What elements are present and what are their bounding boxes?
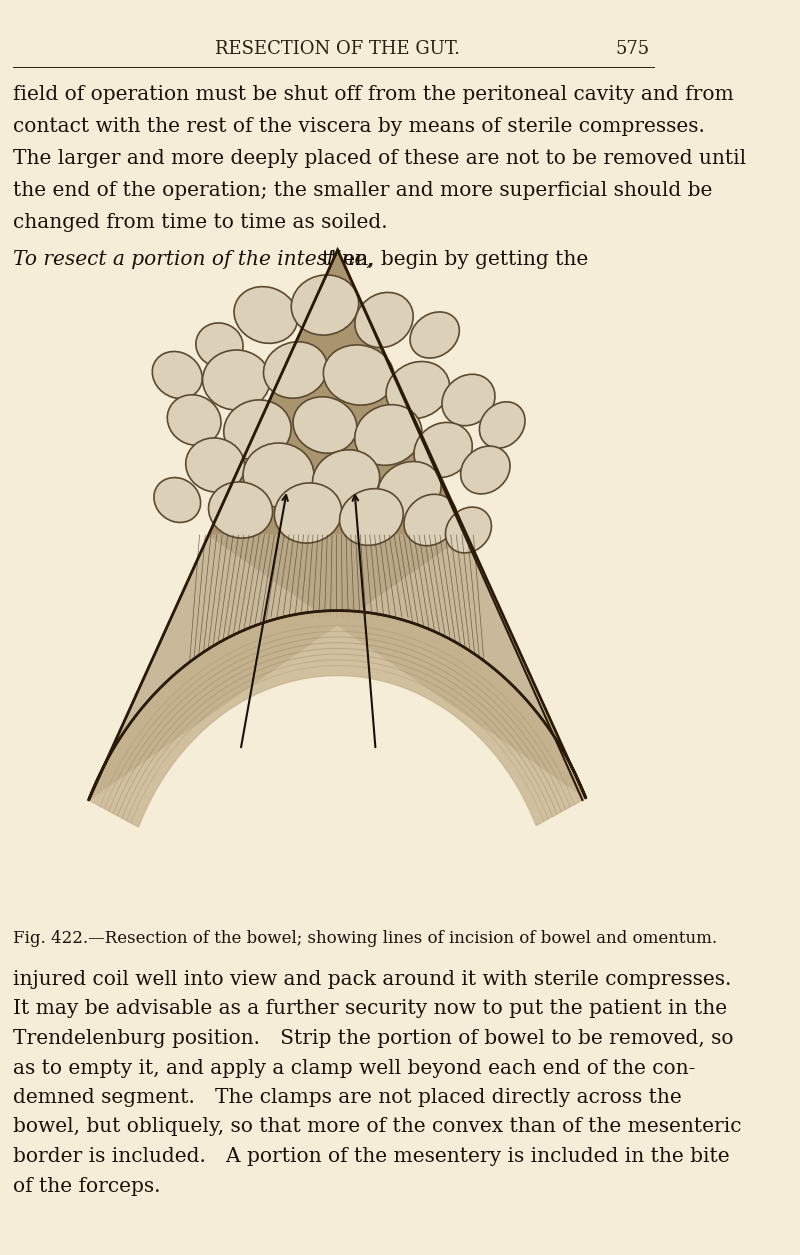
Text: contact with the rest of the viscera by means of sterile compresses.: contact with the rest of the viscera by … — [13, 117, 705, 136]
Ellipse shape — [154, 478, 201, 522]
Ellipse shape — [479, 402, 525, 448]
Text: 575: 575 — [616, 40, 650, 58]
Text: RESECTION OF THE GUT.: RESECTION OF THE GUT. — [215, 40, 460, 58]
Text: injured coil well into view and pack around it with sterile compresses.: injured coil well into view and pack aro… — [13, 970, 731, 989]
Text: of the forceps.: of the forceps. — [13, 1176, 160, 1196]
Ellipse shape — [355, 292, 413, 348]
Polygon shape — [209, 250, 465, 535]
Ellipse shape — [209, 482, 273, 538]
Ellipse shape — [243, 443, 314, 507]
Text: Fig. 422.—Resection of the bowel; showing lines of incision of bowel and omentum: Fig. 422.—Resection of the bowel; showin… — [13, 930, 717, 948]
Ellipse shape — [167, 395, 221, 446]
Ellipse shape — [461, 446, 510, 494]
Ellipse shape — [293, 397, 357, 453]
Ellipse shape — [152, 351, 202, 399]
Text: field of operation must be shut off from the peritoneal cavity and from: field of operation must be shut off from… — [13, 85, 734, 104]
Text: demned segment. The clamps are not placed directly across the: demned segment. The clamps are not place… — [13, 1088, 682, 1107]
Ellipse shape — [442, 374, 495, 425]
Text: then, begin by getting the: then, begin by getting the — [318, 250, 589, 269]
Text: Trendelenburg position. Strip the portion of bowel to be removed, so: Trendelenburg position. Strip the portio… — [13, 1029, 733, 1048]
Text: It may be advisable as a further security now to put the patient in the: It may be advisable as a further securit… — [13, 999, 726, 1019]
Ellipse shape — [202, 350, 270, 410]
Polygon shape — [89, 611, 586, 827]
Ellipse shape — [386, 361, 450, 418]
Ellipse shape — [274, 483, 342, 543]
Ellipse shape — [446, 507, 491, 553]
Polygon shape — [89, 535, 586, 799]
Text: To resect a portion of the intestine,: To resect a portion of the intestine, — [13, 250, 373, 269]
Ellipse shape — [354, 404, 422, 466]
Text: as to empty it, and apply a clamp well beyond each end of the con-: as to empty it, and apply a clamp well b… — [13, 1058, 695, 1078]
Ellipse shape — [224, 400, 291, 461]
Ellipse shape — [263, 341, 327, 398]
Ellipse shape — [234, 286, 298, 344]
Ellipse shape — [404, 494, 457, 546]
Text: border is included. A portion of the mesentery is included in the bite: border is included. A portion of the mes… — [13, 1147, 730, 1166]
Ellipse shape — [291, 275, 358, 335]
Ellipse shape — [196, 323, 243, 366]
Ellipse shape — [378, 462, 441, 518]
Text: bowel, but obliquely, so that more of the convex than of the mesenteric: bowel, but obliquely, so that more of th… — [13, 1117, 741, 1137]
Ellipse shape — [186, 438, 245, 492]
Polygon shape — [89, 250, 586, 799]
Ellipse shape — [339, 488, 403, 546]
Text: changed from time to time as soiled.: changed from time to time as soiled. — [13, 213, 387, 232]
Ellipse shape — [410, 312, 459, 358]
Ellipse shape — [313, 449, 380, 511]
Text: the end of the operation; the smaller and more superficial should be: the end of the operation; the smaller an… — [13, 181, 712, 200]
Text: The larger and more deeply placed of these are not to be removed until: The larger and more deeply placed of the… — [13, 149, 746, 168]
Ellipse shape — [414, 423, 472, 478]
Ellipse shape — [323, 345, 394, 405]
